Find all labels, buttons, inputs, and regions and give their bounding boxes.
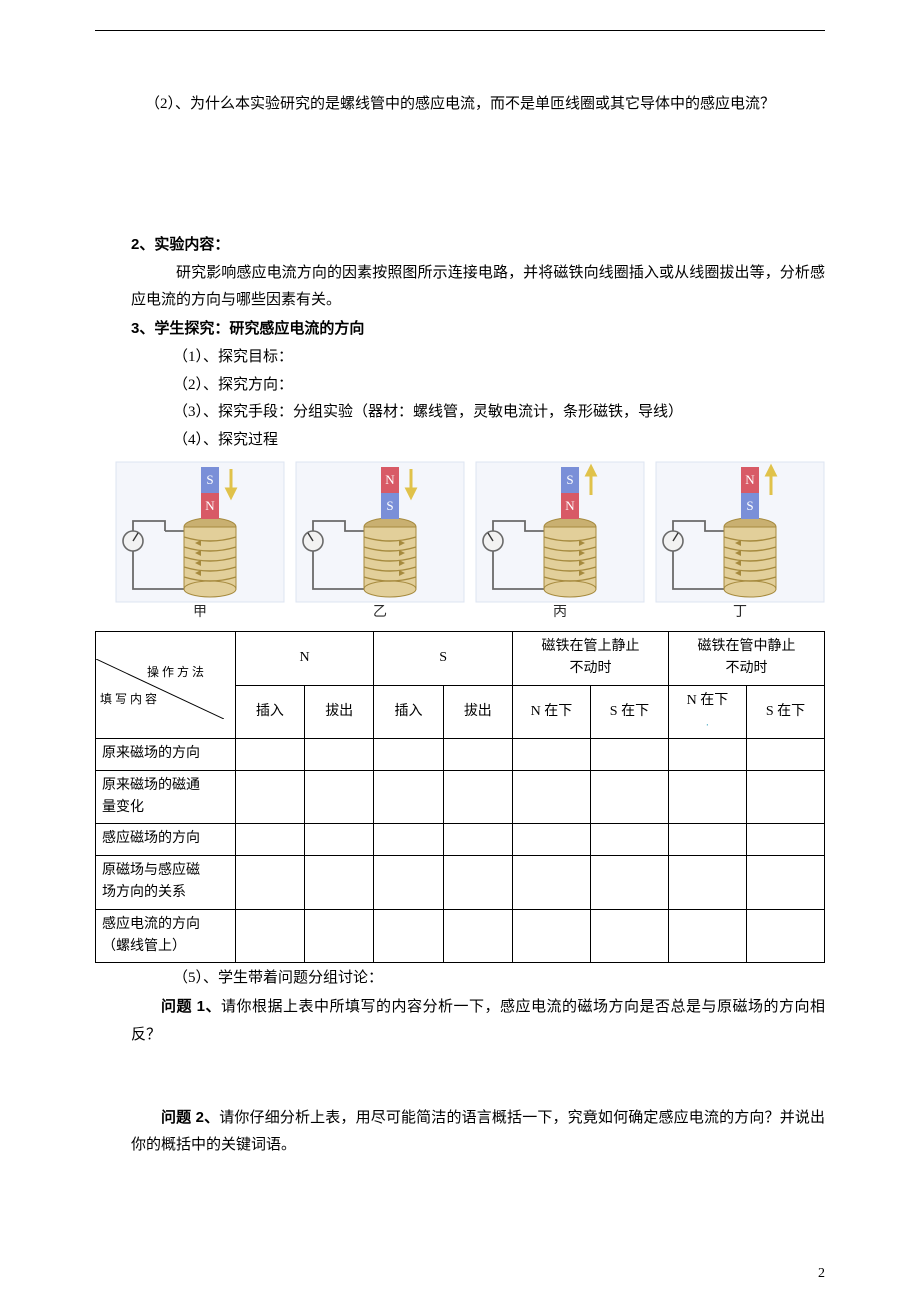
spacer [95, 175, 825, 231]
sub-pull-2: 拔出 [443, 685, 512, 739]
corner-fill-label: 填 写 内 容 [100, 690, 157, 709]
spacer [95, 1050, 825, 1104]
col-static-top: 磁铁在管上静止 不动时 [512, 631, 668, 685]
col-static-in-l1: 磁铁在管中静止 [697, 639, 795, 654]
diagram-yi: N S 乙 [295, 461, 465, 623]
problem-2: 问题 2、请你仔细分析上表，用尽可能简洁的语言概括一下，究竟如何确定感应电流的方… [95, 1104, 825, 1161]
svg-text:S: S [566, 472, 573, 487]
diagram-bing: S N 丙 [475, 461, 645, 623]
tiny-mark-icon: ▪ [707, 722, 708, 727]
row-2-label-b: 量变化 [102, 800, 144, 815]
diagram-jia-caption: 甲 [115, 601, 285, 621]
table-row: 感应电流的方向 （螺线管上） [96, 909, 825, 963]
sec3-item-4: （4）、探究过程 [95, 427, 825, 455]
section-3-heading: 3、学生探究：研究感应电流的方向 [95, 315, 825, 344]
diagram-row: S N 甲 [95, 461, 825, 623]
row-2-label-a: 原来磁场的磁通 [102, 778, 200, 793]
table-row: 原磁场与感应磁 场方向的关系 [96, 855, 825, 909]
row-3-label: 感应磁场的方向 [96, 824, 236, 855]
table-row: 感应磁场的方向 [96, 824, 825, 855]
sub-s-down-2: S 在下 [746, 685, 824, 739]
sec3-item-2: （2）、探究方向： [95, 372, 825, 400]
svg-text:S: S [386, 498, 393, 513]
problem-2-text: 请你仔细分析上表，用尽可能简洁的语言概括一下，究竟如何确定感应电流的方向？并说出… [131, 1110, 825, 1154]
col-N: N [235, 631, 374, 685]
table-row: 原来磁场的方向 [96, 739, 825, 770]
row-5-label: 感应电流的方向 （螺线管上） [96, 909, 236, 963]
diagram-ding-caption: 丁 [655, 601, 825, 621]
col-static-in: 磁铁在管中静止 不动时 [668, 631, 824, 685]
section-3-heading-text: 3、学生探究：研究感应电流的方向 [131, 320, 364, 337]
diagram-ding-svg: N S [655, 461, 825, 621]
table-row: 原来磁场的磁通 量变化 [96, 770, 825, 824]
question-2: （2）、为什么本实验研究的是螺线管中的感应电流，而不是单匝线圈或其它导体中的感应… [95, 91, 825, 119]
svg-text:N: N [745, 472, 755, 487]
row-2-label: 原来磁场的磁通 量变化 [96, 770, 236, 824]
section-2-body: 研究影响感应电流方向的因素按照图所示连接电路，并将磁铁向线圈插入或从线圈拔出等，… [95, 260, 825, 316]
sub-n-down-2-text: N 在下 [687, 693, 729, 708]
svg-text:N: N [565, 498, 575, 513]
problem-1: 问题 1、请你根据上表中所填写的内容分析一下，感应电流的磁场方向是否总是与原磁场… [95, 993, 825, 1050]
svg-text:S: S [746, 498, 753, 513]
question-2-text: 为什么本实验研究的是螺线管中的感应电流，而不是单匝线圈或其它导体中的感应电流？ [190, 96, 775, 112]
page-number: 2 [818, 1266, 825, 1282]
row-4-label-b: 场方向的关系 [102, 885, 186, 900]
svg-text:S: S [206, 472, 213, 487]
row-4-label: 原磁场与感应磁 场方向的关系 [96, 855, 236, 909]
question-2-label: （2）、 [145, 96, 190, 112]
row-4-label-a: 原磁场与感应磁 [102, 863, 200, 878]
diagram-yi-caption: 乙 [295, 601, 465, 621]
diagram-jia: S N 甲 [115, 461, 285, 623]
sec3-item-3: （3）、探究手段：分组实验（器材：螺线管，灵敏电流计，条形磁铁，导线） [95, 399, 825, 427]
problem-1-text: 请你根据上表中所填写的内容分析一下，感应电流的磁场方向是否总是与原磁场的方向相反… [131, 999, 825, 1043]
spacer [95, 119, 825, 175]
col-static-top-l2: 不动时 [569, 661, 611, 676]
diagram-jia-svg: S N [115, 461, 285, 621]
col-static-top-l1: 磁铁在管上静止 [541, 639, 639, 654]
top-horizontal-rule [95, 30, 825, 31]
section-2-heading: 2、实验内容： [95, 231, 825, 260]
diagram-yi-svg: N S [295, 461, 465, 621]
row-5-label-a: 感应电流的方向 [102, 917, 200, 932]
sec3-item-1: （1）、探究目标： [95, 344, 825, 372]
diagram-bing-svg: S N [475, 461, 645, 621]
page-body: （2）、为什么本实验研究的是螺线管中的感应电流，而不是单匝线圈或其它导体中的感应… [0, 0, 920, 1210]
sub-n-down-2: N 在下 ▪ [668, 685, 746, 739]
col-S: S [374, 631, 513, 685]
row-5-label-b: （螺线管上） [102, 939, 186, 954]
section-2-body-text: 研究影响感应电流方向的因素按照图所示连接电路，并将磁铁向线圈插入或从线圈拔出等，… [131, 265, 825, 309]
sub-n-down-1: N 在下 [512, 685, 590, 739]
table-corner-cell: 操 作 方 法 填 写 内 容 [96, 631, 236, 739]
sub-insert-2: 插入 [374, 685, 443, 739]
diagram-bing-caption: 丙 [475, 601, 645, 621]
svg-text:N: N [385, 472, 395, 487]
sub-s-down-1: S 在下 [590, 685, 668, 739]
svg-text:N: N [205, 498, 215, 513]
section-2-heading-text: 2、实验内容： [131, 236, 229, 253]
problem-2-label: 问题 2、 [161, 1109, 219, 1126]
row-1-label: 原来磁场的方向 [96, 739, 236, 770]
table-header-row-1: 操 作 方 法 填 写 内 容 N S 磁铁在管上静止 不动时 磁铁在管中静止 … [96, 631, 825, 685]
problem-1-label: 问题 1、 [161, 998, 221, 1015]
sub-pull-1: 拔出 [305, 685, 374, 739]
diagram-ding: N S 丁 [655, 461, 825, 623]
experiment-table: 操 作 方 法 填 写 内 容 N S 磁铁在管上静止 不动时 磁铁在管中静止 … [95, 631, 825, 964]
corner-op-label: 操 作 方 法 [147, 663, 204, 682]
col-static-in-l2: 不动时 [725, 661, 767, 676]
sec3-item-5: （5）、学生带着问题分组讨论： [95, 965, 825, 993]
sub-insert-1: 插入 [235, 685, 304, 739]
